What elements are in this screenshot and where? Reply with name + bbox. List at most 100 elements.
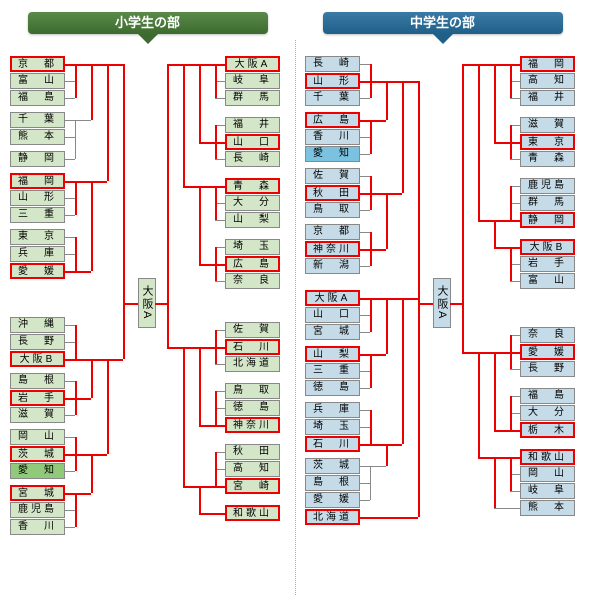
header-junior: 中学生の部	[323, 12, 563, 34]
team-box: 北海道	[225, 356, 280, 372]
team-box: 埼 玉	[305, 419, 360, 435]
team-box: 富 山	[520, 273, 575, 289]
bracket-line	[402, 298, 404, 444]
team-box: 宮 城	[305, 324, 360, 340]
bracket-line	[510, 220, 520, 222]
team-box: 静 岡	[520, 212, 575, 228]
team-box: 福 島	[10, 90, 65, 106]
team-box: 神奈川	[305, 241, 360, 257]
bracket-line	[215, 159, 225, 160]
bracket-line	[65, 325, 75, 326]
bracket-line	[199, 486, 201, 513]
team-box: 長 野	[520, 361, 575, 377]
bracket-line	[360, 332, 370, 333]
bracket-line	[510, 64, 512, 98]
bracket-line	[75, 359, 91, 361]
bracket-line	[360, 120, 370, 122]
bracket-line	[451, 303, 459, 305]
bracket-line	[360, 315, 370, 316]
team-box: 群 馬	[520, 195, 575, 211]
bracket-line	[65, 381, 75, 382]
team-box: 奈 良	[225, 273, 280, 289]
team-box: 秋 田	[225, 444, 280, 460]
team-box: 福 岡	[520, 56, 575, 72]
bracket-line	[183, 347, 199, 349]
bracket-line	[494, 64, 510, 66]
bracket-line	[167, 64, 183, 66]
team-box: 奈 良	[520, 327, 575, 343]
bracket-line	[360, 388, 370, 389]
team-box: 愛 媛	[305, 492, 360, 508]
bracket-line	[65, 271, 75, 273]
team-box: 鹿児島	[520, 178, 575, 194]
team-box: 山 形	[10, 190, 65, 206]
bracket-line	[91, 181, 107, 183]
bracket-line	[65, 181, 75, 183]
team-box: 広 島	[305, 112, 360, 128]
bracket-line	[65, 137, 75, 138]
bracket-line	[360, 232, 370, 233]
bracket-line	[215, 364, 225, 365]
team-box: 島 根	[10, 373, 65, 389]
bracket-line	[215, 391, 217, 425]
bracket-line	[167, 64, 169, 347]
team-box: 沖 縄	[10, 317, 65, 333]
team-box: 三 重	[10, 207, 65, 223]
bracket-line	[199, 142, 215, 144]
bracket-line	[478, 352, 480, 457]
bracket-line	[91, 359, 93, 398]
bracket-line	[91, 64, 107, 66]
team-box: 秋 田	[305, 185, 360, 201]
bracket-line	[199, 513, 215, 515]
bracket-line	[75, 64, 91, 66]
bracket-line	[65, 64, 75, 66]
bracket-line	[494, 508, 510, 509]
bracket-line	[494, 352, 510, 354]
team-box: 山 梨	[225, 212, 280, 228]
bracket-line	[386, 517, 402, 519]
bracket-line	[199, 347, 215, 349]
bracket-line	[370, 120, 372, 154]
team-box: 福 井	[225, 117, 280, 133]
bracket-line	[75, 454, 91, 456]
bracket-line	[75, 398, 91, 400]
team-box: 鳥 取	[225, 383, 280, 399]
team-box: 大 分	[520, 405, 575, 421]
bracket-line	[360, 210, 370, 211]
bracket-line	[360, 371, 370, 372]
team-box: 山 形	[305, 73, 360, 89]
bracket-line	[183, 486, 199, 488]
bracket-line	[75, 120, 91, 121]
bracket-line	[130, 303, 138, 305]
bracket-line	[360, 154, 370, 155]
bracket-line	[215, 247, 217, 281]
bracket-line	[91, 454, 107, 456]
bracket-line	[215, 486, 225, 488]
bracket-line	[360, 137, 370, 138]
bracket-line	[65, 342, 75, 343]
team-box: 岐 阜	[225, 73, 280, 89]
bracket-line	[494, 352, 496, 430]
team-box: 愛 知	[10, 463, 65, 479]
team-box: 滋 賀	[10, 407, 65, 423]
bracket-line	[183, 347, 185, 486]
team-box: 千 葉	[305, 90, 360, 106]
team-box: 岩 手	[10, 390, 65, 406]
bracket-line	[215, 220, 225, 221]
bracket-line	[65, 215, 75, 216]
bracket-line	[75, 271, 91, 273]
bracket-line	[386, 81, 388, 120]
team-box: 佐 賀	[225, 322, 280, 338]
bracket-line	[478, 64, 494, 66]
bracket-line	[402, 517, 418, 519]
bracket-line	[386, 298, 402, 300]
bracket-line	[107, 359, 109, 454]
team-box: 千 葉	[10, 112, 65, 128]
bracket-line	[494, 457, 496, 508]
bracket-line	[360, 354, 370, 356]
team-box: 東 京	[10, 229, 65, 245]
team-box: 熊 本	[520, 500, 575, 516]
team-box: 鳥 取	[305, 202, 360, 218]
bracket-line	[199, 64, 215, 66]
team-box: 香 川	[305, 129, 360, 145]
